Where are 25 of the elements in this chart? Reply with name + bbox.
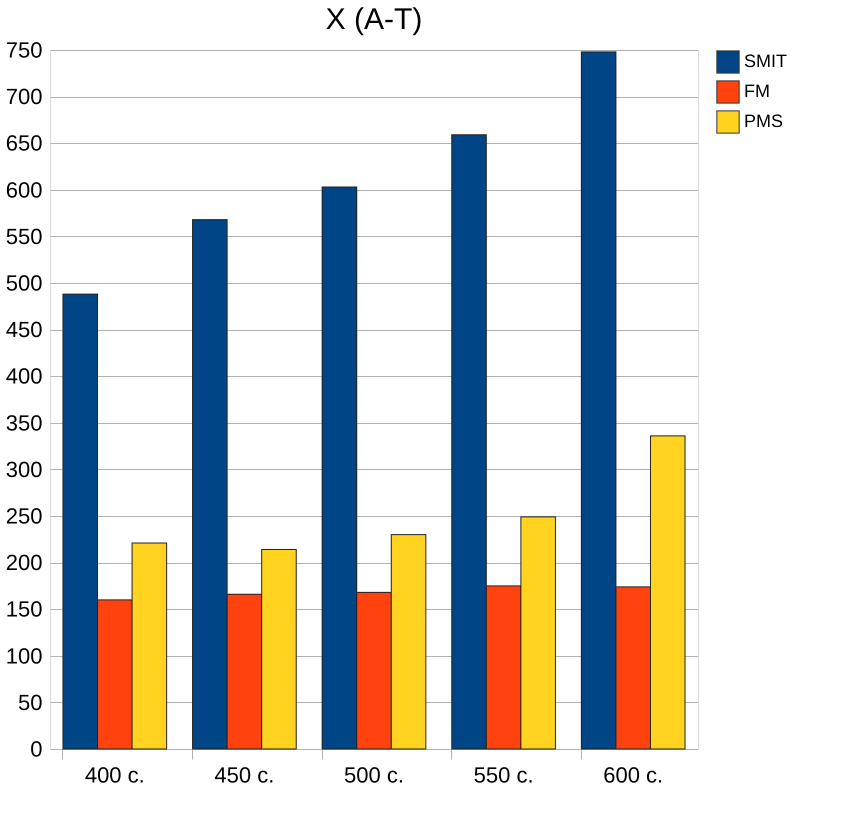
x-tick-label: 450 c. [214,762,274,788]
y-tick-label: 400 [6,364,42,389]
y-tick-label: 200 [6,550,42,576]
y-tick-label: 50 [18,690,42,715]
y-tick-label: 100 [6,643,42,668]
y-tick-label: 0 [30,736,42,762]
y-tick-label: 150 [6,596,42,622]
y-tick-label: 600 [6,177,42,202]
x-tick-label: 400 c. [84,762,145,788]
y-tick-label: 450 [6,317,42,342]
y-tick-label: 300 [6,456,42,482]
x-tick-label: 500 c. [344,762,404,788]
x-tick-label: 600 c. [603,762,664,788]
y-tick-label: 500 [6,270,42,296]
y-tick-label: 650 [6,130,42,156]
legend-label: SMIT [744,51,787,71]
legend-label: FM [744,81,770,101]
legend-label: PMS [744,111,784,131]
y-tick-label: 550 [6,224,42,249]
x-tick-label: 550 c. [474,762,534,788]
y-tick-label: 700 [6,84,42,110]
y-tick-label: 250 [6,504,42,528]
chart-title: X (A-T) [326,3,422,36]
y-tick-label: 350 [6,410,42,436]
y-tick-label: 750 [6,38,42,62]
